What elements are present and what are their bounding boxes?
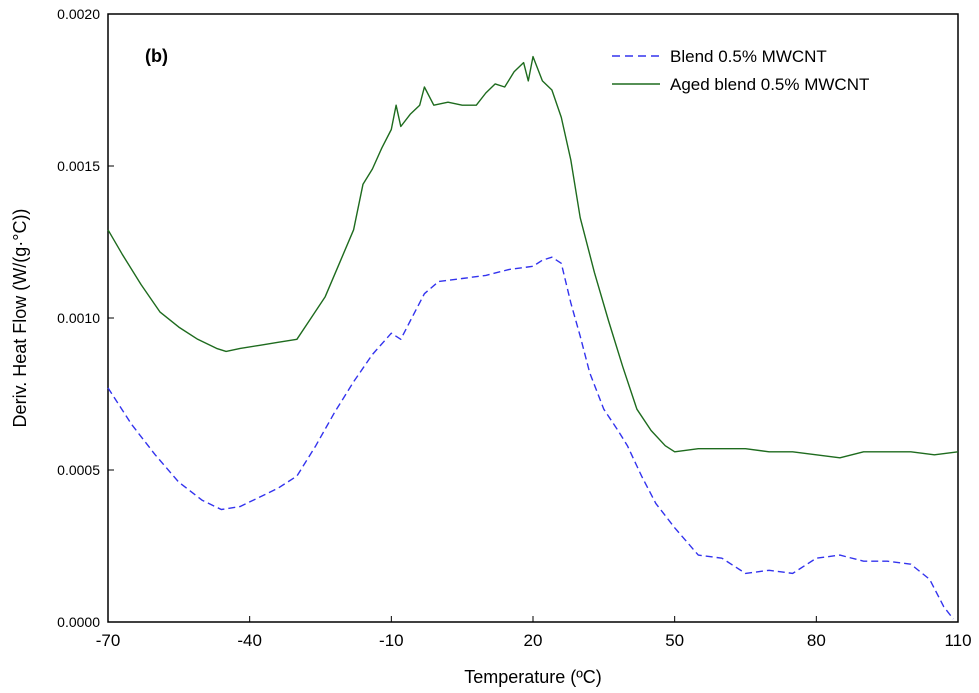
x-tick-label: 50: [665, 631, 684, 650]
x-axis-ticks: -70 -40 -10 20 50 80 110: [96, 616, 972, 650]
plot-frame: [107, 13, 959, 623]
x-tick-label: -40: [237, 631, 262, 650]
x-tick-label: 20: [524, 631, 543, 650]
x-tick-label: 80: [807, 631, 826, 650]
panel-label: (b): [145, 46, 168, 66]
y-tick-label: 0.0020: [57, 6, 100, 22]
legend-label-aged-blend: Aged blend 0.5% MWCNT: [670, 75, 869, 94]
series-line-aged-blend: [107, 55, 959, 459]
y-tick-label: 0.0010: [57, 310, 100, 326]
y-tick-label: 0.0005: [57, 462, 100, 478]
y-axis-ticks: 0.0000 0.0005 0.0010 0.0015 0.0020: [57, 6, 114, 630]
legend: Blend 0.5% MWCNT Aged blend 0.5% MWCNT: [612, 47, 869, 94]
y-axis-label: Deriv. Heat Flow (W/(g·°C)): [10, 209, 30, 428]
x-tick-label: -10: [379, 631, 404, 650]
x-tick-label: 110: [944, 631, 971, 650]
series-line-blend: [107, 256, 954, 620]
x-tick-label: -70: [96, 631, 121, 650]
x-axis-label: Temperature (ºC): [464, 667, 602, 687]
legend-label-blend: Blend 0.5% MWCNT: [670, 47, 827, 66]
series-layer: [107, 55, 959, 620]
y-tick-label: 0.0015: [57, 158, 100, 174]
y-tick-label: 0.0000: [57, 614, 100, 630]
